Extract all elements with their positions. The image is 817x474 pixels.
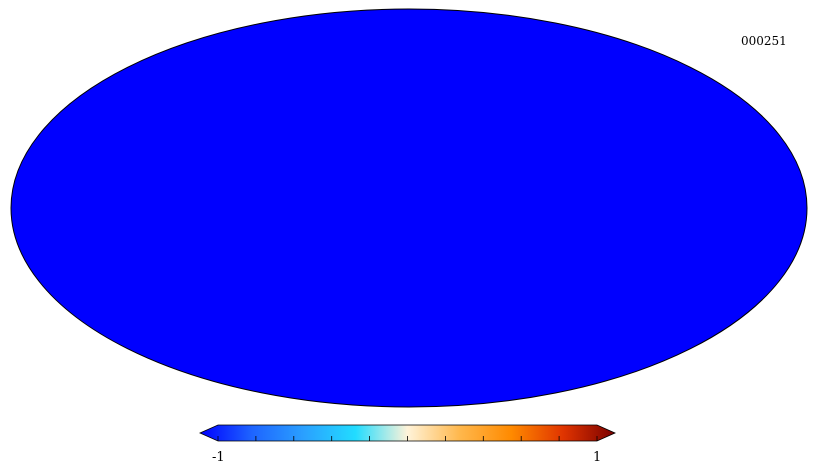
map-outline [10,8,808,408]
mollweide-map [11,9,807,407]
colorbar [199,424,616,442]
map-id-label: 000251 [741,34,787,48]
colorbar-min-label: -1 [212,450,225,465]
colorbar-ticks [217,436,598,441]
colorbar-max-label: 1 [593,450,602,465]
